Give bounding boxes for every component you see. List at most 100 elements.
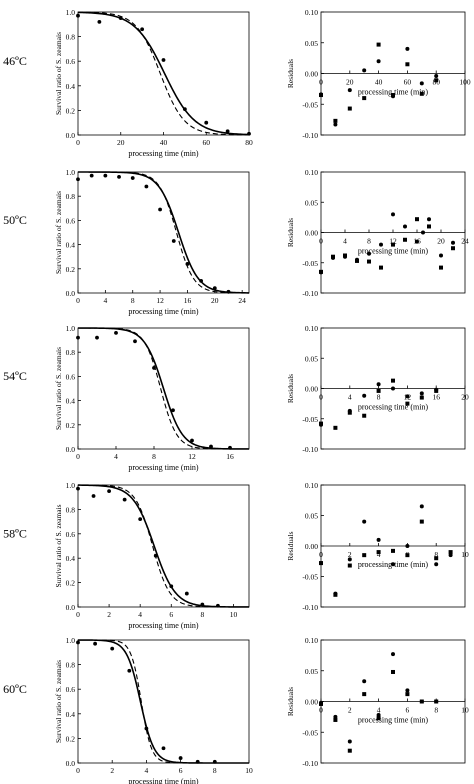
observed-point — [161, 746, 166, 751]
y-axis-label: Survival ratio of S. zeamais — [54, 347, 63, 430]
residual-point-square — [362, 96, 367, 101]
x-tick-label: 12 — [156, 296, 164, 305]
plot-frame — [77, 639, 250, 764]
x-tick-label: 8 — [200, 610, 204, 619]
residual-point-square — [434, 78, 439, 83]
residual-point-square — [343, 253, 347, 258]
x-tick-label: 0 — [76, 610, 80, 619]
x-tick-label: 100 — [459, 78, 471, 87]
temperature-label: 54ºC — [3, 369, 27, 383]
x-tick-label: 0 — [76, 296, 80, 305]
y-tick-label: 0.05 — [305, 39, 318, 48]
y-tick-label: 0.10 — [305, 636, 318, 645]
residual-point-circle — [333, 714, 338, 719]
y-axis-label: Survival ratio of S. zeamais — [54, 660, 63, 743]
observed-point — [226, 289, 231, 294]
observed-point — [225, 129, 230, 134]
observed-point — [184, 591, 189, 596]
y-tick-label: 0.4 — [66, 710, 76, 719]
y-tick-label: 0.8 — [66, 192, 76, 201]
residual-point-circle — [347, 88, 352, 93]
y-tick-label: 1.0 — [66, 8, 76, 17]
y-tick-label: 0.0 — [66, 131, 76, 140]
residual-point-square — [419, 699, 424, 704]
residual-point-square — [355, 258, 359, 263]
x-axis-label: processing time (min) — [128, 463, 199, 472]
x-axis-label: processing time (min) — [358, 716, 429, 725]
temperature-label: 60ºC — [3, 682, 27, 696]
residual-point-circle — [419, 504, 424, 509]
y-tick-label: 0.05 — [305, 512, 318, 521]
observed-point — [152, 366, 156, 370]
x-tick-label: 24 — [461, 237, 469, 246]
residual-point-square — [391, 242, 395, 247]
x-tick-label: 8 — [213, 766, 217, 775]
survival-plot: 0.0 0.2 0.4 0.6 0.8 1.0 0 4 8 12 16 20 24 processing … — [54, 168, 250, 316]
x-tick-label: 8 — [434, 550, 438, 559]
residual-point-square — [403, 237, 407, 242]
residual-point-circle — [362, 679, 367, 684]
observed-point — [97, 19, 102, 24]
x-tick-label: 2 — [348, 550, 352, 559]
x-axis-label: processing time (min) — [358, 88, 429, 97]
x-tick-label: 4 — [377, 706, 381, 715]
y-tick-label: 0.8 — [66, 348, 76, 357]
y-tick-label: 0.05 — [305, 667, 318, 676]
y-axis-label: Residuals — [286, 59, 295, 88]
y-axis-label: Survival ratio of S. zeamais — [54, 32, 63, 115]
residual-point-square — [405, 692, 410, 697]
observed-point — [130, 176, 135, 180]
observed-point — [200, 602, 205, 607]
x-axis-label: processing time (min) — [128, 149, 199, 158]
residual-point-square — [405, 401, 410, 406]
y-tick-label: -0.05 — [302, 100, 318, 109]
x-tick-label: 4 — [138, 610, 142, 619]
model-curve-solid — [77, 11, 250, 136]
x-tick-label: 16 — [226, 452, 234, 461]
x-tick-label: 10 — [245, 766, 253, 775]
residual-point-square — [391, 669, 395, 674]
residual-plot: 0.100.050.00-0.05-0.10020406080100proces… — [286, 8, 471, 140]
survival-plot: 0.0 0.2 0.4 0.6 0.8 1.0 0 4 8 12 16 processing time… — [54, 324, 250, 472]
x-tick-label: 0 — [319, 393, 323, 402]
residual-point-circle — [391, 386, 395, 391]
observed-point — [144, 726, 149, 731]
residual-point-square — [376, 716, 381, 721]
y-tick-label: 1.0 — [66, 324, 76, 333]
residual-point-circle — [376, 59, 381, 64]
residual-point-square — [331, 254, 335, 259]
y-tick-label: -0.10 — [302, 445, 318, 454]
residual-point-square — [419, 91, 424, 96]
observed-point — [144, 184, 149, 189]
x-tick-label: 10 — [461, 550, 469, 559]
x-tick-label: 8 — [434, 706, 438, 715]
x-tick-label: 6 — [406, 706, 410, 715]
y-tick-label: 0.6 — [66, 530, 76, 539]
y-tick-label: 0.2 — [66, 265, 76, 274]
observed-point — [171, 239, 176, 243]
residual-point-square — [319, 561, 323, 566]
x-tick-label: 20 — [461, 393, 469, 402]
y-tick-label: -0.10 — [302, 603, 318, 612]
residual-point-circle — [367, 251, 371, 256]
observed-point — [209, 444, 213, 449]
residual-point-square — [333, 425, 338, 430]
residual-point-square — [391, 378, 395, 383]
residual-point-square — [347, 748, 352, 753]
observed-point — [91, 494, 96, 498]
model-curve-dashed — [78, 484, 249, 608]
residual-point-square — [362, 692, 367, 697]
residual-point-square — [367, 259, 371, 264]
x-tick-label: 6 — [169, 610, 173, 619]
x-axis-label: processing time (min) — [128, 777, 199, 784]
observed-point — [212, 286, 217, 291]
x-axis-label: processing time (min) — [358, 403, 429, 412]
observed-point — [89, 173, 94, 178]
observed-point — [76, 13, 80, 18]
observed-point — [178, 756, 183, 760]
y-tick-label: 0.00 — [305, 698, 318, 707]
residual-point-square — [451, 246, 455, 251]
residual-point-square — [333, 118, 338, 123]
y-tick-label: 0.10 — [305, 8, 318, 17]
